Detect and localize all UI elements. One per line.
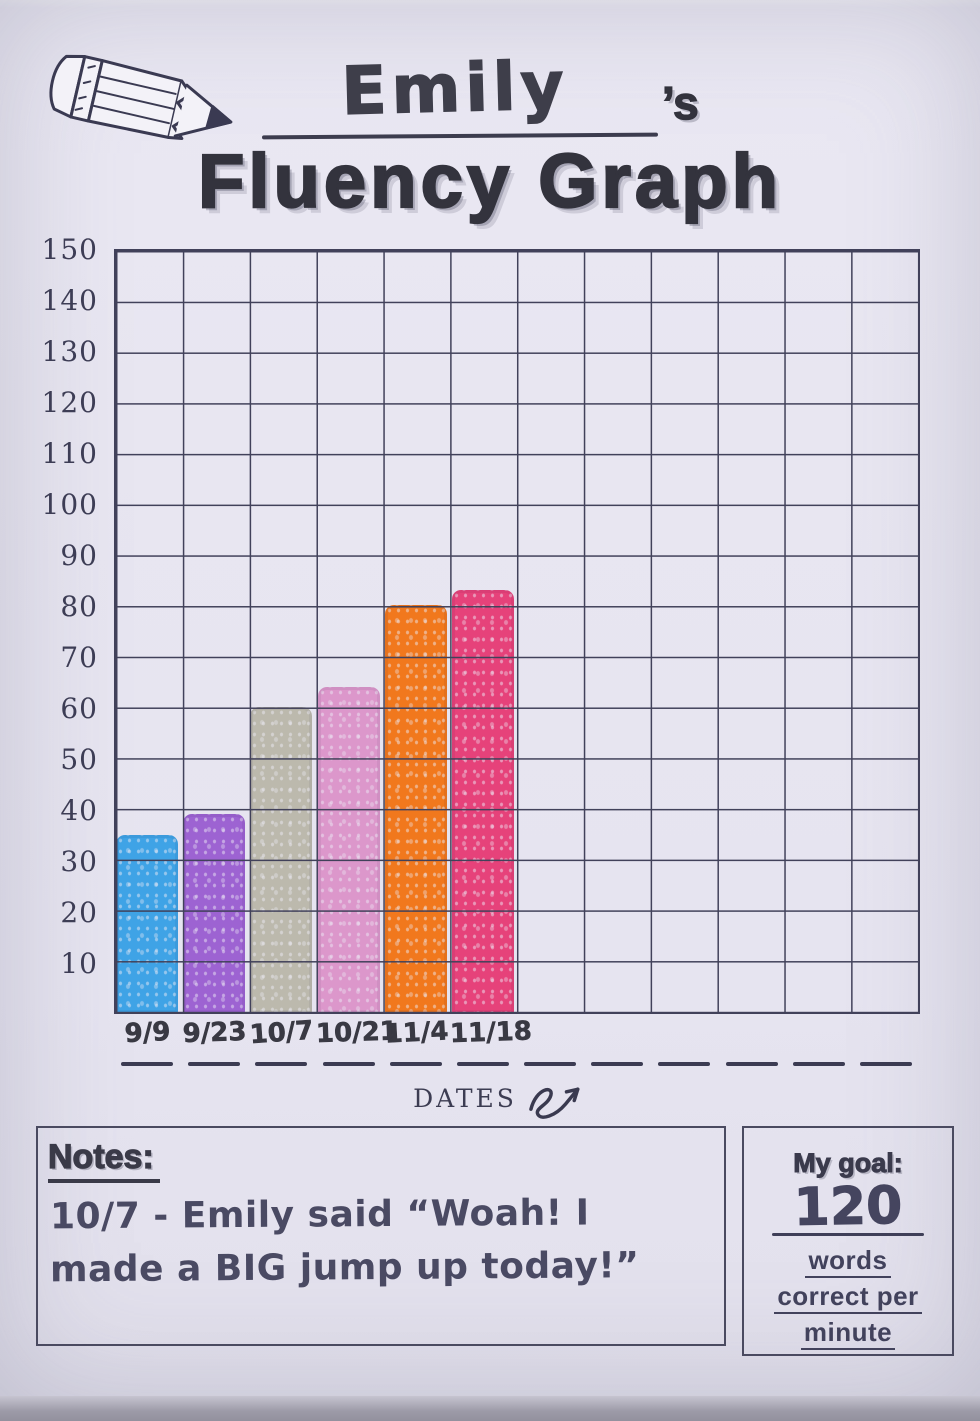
goal-unit-line: correct per	[744, 1278, 952, 1314]
y-tick-label: 90	[60, 539, 98, 572]
notes-text: 10/7 - Emily said “Woah! I made a BIG ju…	[50, 1188, 720, 1294]
goal-box: My goal: 120 words correct per minute	[742, 1126, 954, 1356]
date-blank-line	[725, 1062, 778, 1066]
bar-9/23	[183, 814, 246, 1013]
date-blank-line	[121, 1062, 174, 1066]
y-tick-label: 70	[60, 641, 98, 674]
note-line: 10/7 - Emily said “Woah! I	[49, 1192, 590, 1238]
x-axis-dates: 9/9 9/23 10/7 10/21 11/4 11/18	[114, 1016, 920, 1086]
plot-area	[114, 249, 920, 1014]
bar-9/9	[116, 834, 179, 1013]
goal-value-underline	[772, 1233, 924, 1236]
photo-bottom-edge	[0, 1396, 980, 1421]
date-blank-line	[456, 1062, 509, 1066]
date-blank-line	[658, 1062, 711, 1066]
x-axis-label: DATES	[413, 1084, 517, 1113]
y-tick-label: 10	[60, 947, 98, 980]
date-blank-line	[591, 1062, 644, 1066]
goal-unit-line: words	[744, 1242, 952, 1278]
y-tick-label: 40	[60, 794, 98, 827]
y-tick-label: 140	[41, 284, 98, 317]
date-blank-line	[792, 1062, 845, 1066]
date-label: 10/21	[314, 1016, 398, 1050]
y-tick-label: 130	[41, 335, 98, 368]
bars-layer	[114, 249, 920, 1014]
pencil-icon	[49, 54, 233, 140]
goal-value: 120	[793, 1176, 904, 1239]
y-tick-label: 60	[60, 692, 98, 725]
date-blank-line	[389, 1062, 442, 1066]
date-blank-line	[255, 1062, 308, 1066]
y-tick-label: 150	[41, 233, 98, 266]
date-label: 10/7	[249, 1015, 315, 1051]
y-tick-label: 120	[41, 386, 98, 419]
date-blank-line	[322, 1062, 375, 1066]
y-tick-label: 110	[41, 437, 98, 470]
x-axis-label-row: DATES	[106, 1078, 912, 1128]
goal-unit-line: minute	[744, 1314, 952, 1350]
possessive-suffix: ’s	[661, 76, 699, 130]
student-name: Emily	[340, 46, 571, 130]
date-blank-line	[859, 1062, 912, 1066]
notes-heading: Notes:	[47, 1137, 160, 1183]
y-tick-label: 80	[60, 590, 98, 623]
goal-units: words correct per minute	[744, 1242, 952, 1350]
y-tick-label: 100	[41, 488, 98, 521]
y-tick-label: 30	[60, 845, 98, 878]
bar-11/18	[451, 589, 514, 1013]
y-tick-label: 20	[60, 896, 98, 929]
y-axis-ticks: 150 140 130 120 110 100 90 80 70 60 50 40 30 20 10	[0, 233, 104, 1014]
note-line: made a BIG jump up today!”	[49, 1245, 640, 1291]
date-label: 11/18	[449, 1016, 533, 1050]
date-label: 9/9	[123, 1016, 172, 1050]
y-tick-label: 50	[60, 743, 98, 776]
page-title: Fluency Graph	[197, 138, 783, 225]
arrow-doodle-icon	[529, 1087, 580, 1119]
date-blank-line	[524, 1062, 577, 1066]
date-label: 9/23	[182, 1016, 248, 1050]
date-blank-line	[188, 1062, 241, 1066]
date-label: 11/4	[383, 1016, 449, 1050]
bar-11/4	[384, 605, 447, 1013]
goal-heading: My goal:	[793, 1148, 904, 1179]
bar-10/7	[250, 707, 313, 1013]
bar-10/21	[317, 686, 380, 1013]
notes-box: Notes: 10/7 - Emily said “Woah! I made a…	[36, 1126, 726, 1346]
